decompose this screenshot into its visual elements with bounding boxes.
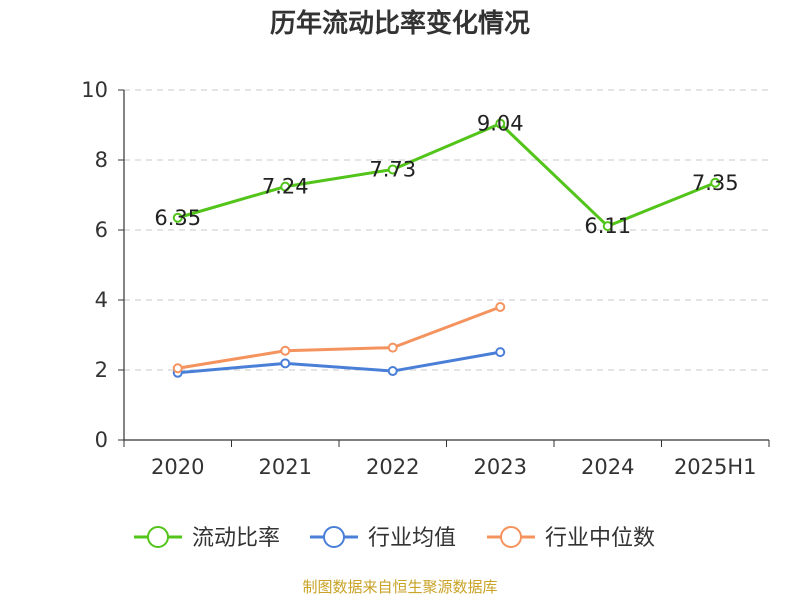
x-tick-label: 2022 [366,455,419,479]
chart-title: 历年流动比率变化情况 [269,9,530,39]
y-tick-label: 8 [95,148,108,172]
legend-item[interactable]: 行业均值 [310,526,456,551]
data-point[interactable] [280,181,291,192]
y-tick-label: 6 [95,218,108,242]
legend-label: 行业均值 [368,526,456,551]
series-line [177,350,501,375]
series-line [177,305,501,370]
x-tick-label: 2025H1 [674,455,757,479]
data-label: 7.24 [262,175,309,199]
y-tick-label: 2 [95,358,108,382]
x-tick-label: 2024 [581,455,634,479]
data-label: 6.11 [584,214,631,238]
legend-marker [323,526,345,548]
data-point[interactable] [387,342,398,353]
data-point[interactable] [495,302,506,312]
series-line [177,122,716,228]
data-point[interactable] [387,366,398,377]
data-point[interactable] [280,345,291,356]
data-label: 9.04 [477,112,524,136]
y-tick-label: 4 [95,288,108,312]
data-label: 7.35 [692,171,739,195]
data-point[interactable] [495,118,506,129]
data-point[interactable] [172,363,183,374]
data-point[interactable] [387,164,398,175]
y-tick-label: 0 [95,428,108,452]
data-point[interactable] [602,221,613,232]
legend-item[interactable]: 行业中位数 [487,526,655,551]
data-point[interactable] [710,177,721,188]
x-tick-label: 2020 [151,455,204,479]
legend-marker [147,526,169,548]
x-tick-label: 2021 [259,455,312,479]
data-source-note: 制图数据来自恒生聚源数据库 [302,578,498,596]
data-label: 6.35 [154,206,201,230]
data-point[interactable] [172,212,183,223]
legend-label: 行业中位数 [545,526,655,551]
data-point[interactable] [280,358,291,369]
x-tick-label: 2023 [474,455,527,479]
data-point[interactable] [495,347,506,358]
legend-label: 流动比率 [192,526,280,551]
legend-item[interactable]: 流动比率 [134,526,280,551]
data-label: 7.73 [369,157,416,181]
y-tick-label: 10 [81,78,108,102]
legend-marker [500,526,522,548]
